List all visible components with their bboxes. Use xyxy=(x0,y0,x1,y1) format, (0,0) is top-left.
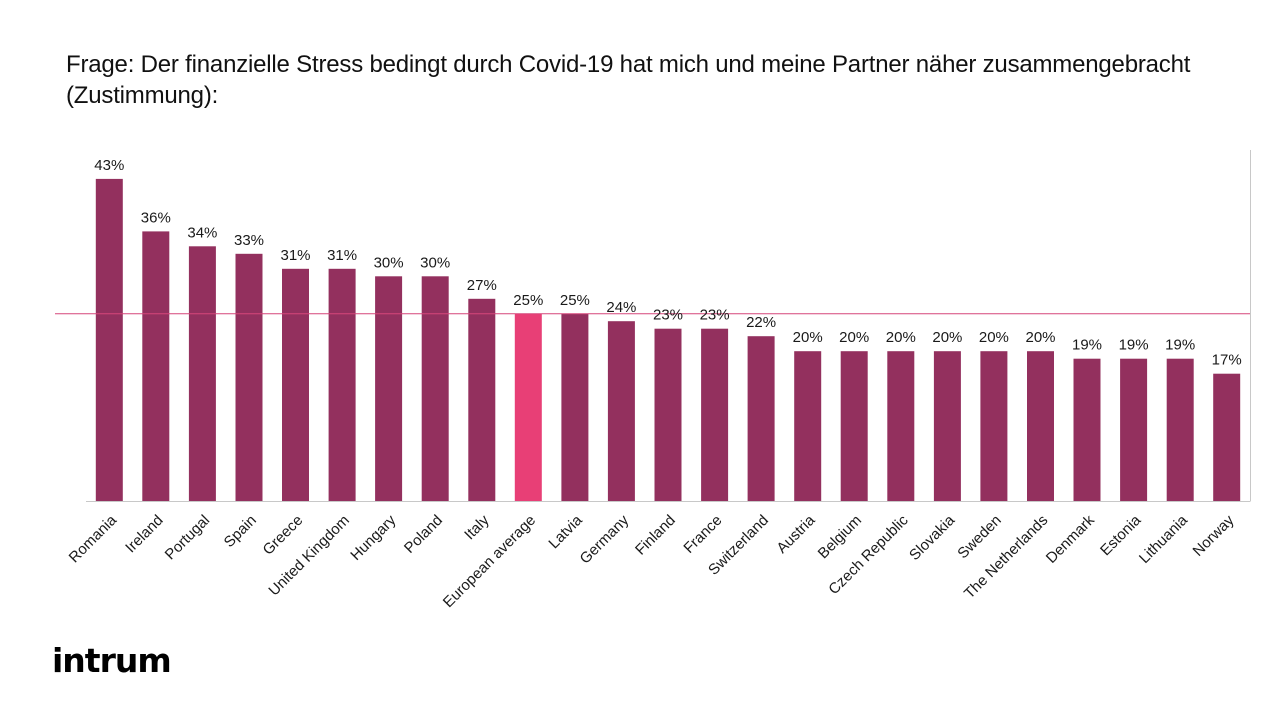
value-label-czech-republic: 20% xyxy=(886,329,916,346)
bar-germany xyxy=(607,321,635,501)
bar-the-netherlands xyxy=(1027,351,1054,501)
value-label-portugal: 34% xyxy=(187,224,217,241)
bar-austria xyxy=(794,351,822,501)
category-label-slovakia: Slovakia xyxy=(906,511,959,564)
bar-france xyxy=(701,328,729,501)
bar-poland xyxy=(421,276,449,501)
value-label-european-average: 25% xyxy=(513,292,543,309)
value-label-greece: 31% xyxy=(280,247,310,264)
value-label-lithuania: 19% xyxy=(1165,337,1195,354)
bar-hungary xyxy=(375,276,403,501)
intrum-logo: intrum xyxy=(52,641,172,680)
value-label-the-netherlands: 20% xyxy=(1025,329,1055,346)
category-label-italy: Italy xyxy=(461,511,493,543)
value-label-norway: 17% xyxy=(1212,352,1242,369)
bar-estonia xyxy=(1120,358,1148,501)
value-label-hungary: 30% xyxy=(374,254,404,271)
bar-united-kingdom xyxy=(328,268,356,501)
value-label-italy: 27% xyxy=(467,277,497,294)
bar-slovakia xyxy=(933,351,961,501)
category-label-austria: Austria xyxy=(773,511,818,556)
bar-spain xyxy=(235,253,263,501)
category-label-romania: Romania xyxy=(66,511,121,566)
value-label-sweden: 20% xyxy=(979,329,1009,346)
bar-finland xyxy=(654,328,682,501)
value-label-poland: 30% xyxy=(420,254,450,271)
bars-group xyxy=(95,178,1241,502)
bar-ireland xyxy=(142,231,170,501)
category-label-greece: Greece xyxy=(260,512,307,559)
value-label-denmark: 19% xyxy=(1072,337,1102,354)
value-label-ireland: 36% xyxy=(141,209,171,226)
bar-denmark xyxy=(1073,358,1101,501)
axes-group xyxy=(86,150,1251,502)
bar-switzerland xyxy=(747,336,775,501)
bar-romania xyxy=(95,178,123,501)
category-label-ireland: Ireland xyxy=(122,512,166,556)
category-label-finland: Finland xyxy=(632,512,679,559)
bar-belgium xyxy=(840,351,868,501)
bar-european-average xyxy=(514,313,542,502)
category-label-portugal: Portugal xyxy=(162,512,214,564)
value-label-slovakia: 20% xyxy=(932,329,962,346)
category-label-norway: Norway xyxy=(1190,511,1238,559)
bar-czech-republic xyxy=(887,351,915,501)
category-label-hungary: Hungary xyxy=(347,511,399,563)
bar-italy xyxy=(468,298,496,501)
category-label-the-netherlands: The Netherlands xyxy=(961,512,1051,602)
bar-greece xyxy=(282,268,309,501)
value-label-belgium: 20% xyxy=(839,329,869,346)
chart-title: Frage: Der finanzielle Stress bedingt du… xyxy=(66,51,1191,109)
category-label-denmark: Denmark xyxy=(1043,511,1098,566)
category-label-france: France xyxy=(680,512,725,557)
category-label-poland: Poland xyxy=(401,512,446,557)
category-label-spain: Spain xyxy=(221,512,260,551)
bar-latvia xyxy=(561,313,589,502)
value-label-spain: 33% xyxy=(234,232,264,249)
value-label-austria: 20% xyxy=(793,329,823,346)
category-label-united-kingdom: United Kingdom xyxy=(265,512,352,599)
bar-norway xyxy=(1213,373,1241,501)
value-labels-group: 43% 36% 34% 33% 31% 31% 30% 30% 27% 25% 25% 24% 23% 2… xyxy=(94,157,1241,369)
bar-sweden xyxy=(980,351,1008,501)
value-label-estonia: 19% xyxy=(1119,337,1149,354)
category-label-germany: Germany xyxy=(577,511,633,567)
category-label-latvia: Latvia xyxy=(545,511,586,552)
category-label-czech-republic: Czech Republic xyxy=(825,511,912,598)
value-label-switzerland: 22% xyxy=(746,314,776,331)
value-label-latvia: 25% xyxy=(560,292,590,309)
value-label-romania: 43% xyxy=(94,157,124,174)
value-label-germany: 24% xyxy=(606,299,636,316)
category-label-lithuania: Lithuania xyxy=(1136,511,1192,567)
bar-portugal xyxy=(188,246,216,501)
value-label-finland: 23% xyxy=(653,307,683,324)
value-label-france: 23% xyxy=(700,307,730,324)
bar-lithuania xyxy=(1166,358,1194,501)
value-label-united-kingdom: 31% xyxy=(327,247,357,264)
